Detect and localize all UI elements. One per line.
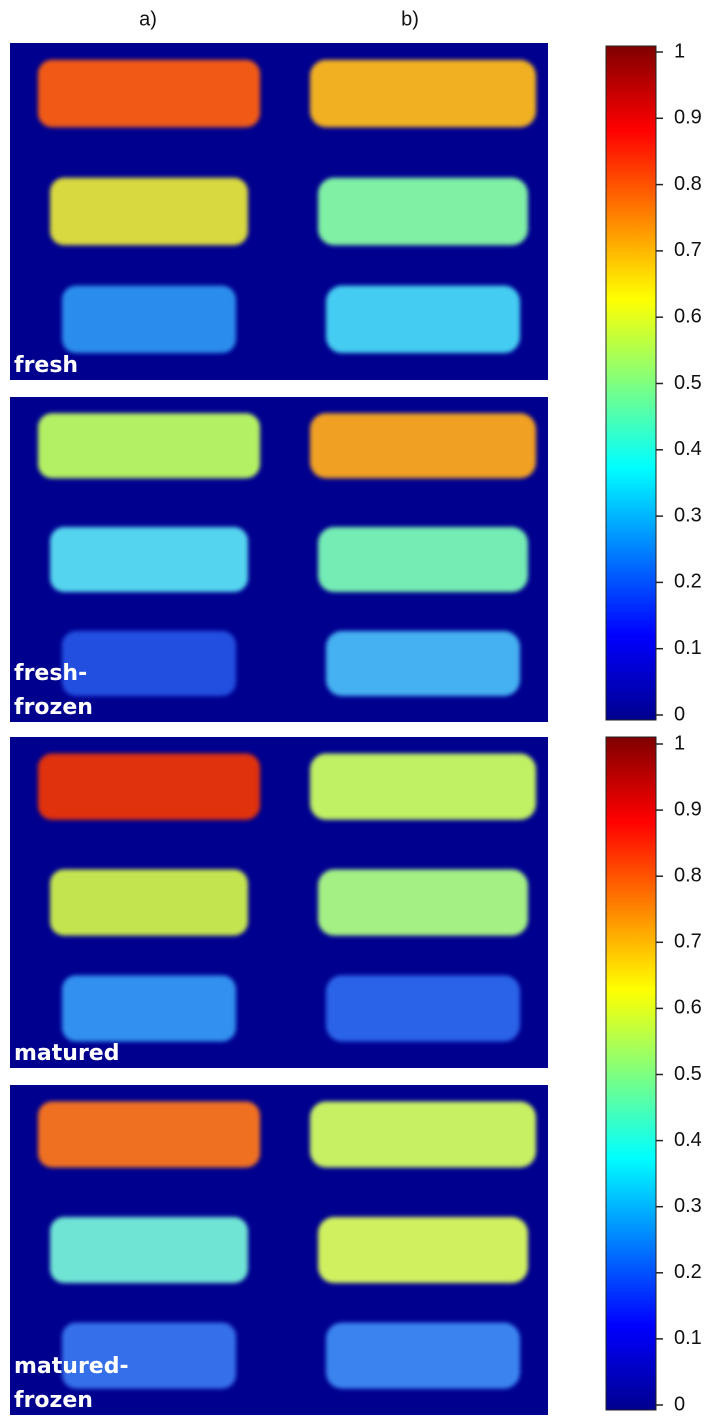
sample: [310, 60, 536, 127]
tick-label: 0.3: [674, 1195, 702, 1217]
tick-label: 0.8: [674, 864, 702, 886]
tick-label: 0.2: [674, 571, 702, 593]
sample: [50, 1217, 248, 1283]
figure: a) b) fresh fresh-frozen matured matured-fr…: [0, 0, 718, 1420]
sample: [310, 413, 536, 478]
sample: [38, 754, 260, 820]
tick-label: 0.2: [674, 1261, 702, 1283]
sample: [310, 754, 536, 820]
sample: [38, 60, 260, 127]
tick-label: 0: [674, 1393, 685, 1415]
tick-label: 0.7: [674, 931, 702, 953]
tick-label: 0.9: [674, 107, 702, 129]
sample: [318, 178, 528, 245]
sample: [62, 631, 236, 696]
tick-label: 1: [674, 40, 685, 62]
sample: [318, 1217, 528, 1283]
sample: [62, 286, 236, 353]
panel-label: fresh: [14, 353, 78, 378]
panel-label: matured-: [14, 1354, 129, 1379]
sample: [326, 1323, 520, 1389]
colorbar: [606, 737, 656, 1410]
sample: [50, 527, 248, 592]
tick-label: 0.8: [674, 173, 702, 195]
tick-label: 0.6: [674, 305, 702, 327]
panel-label: matured: [14, 1041, 119, 1066]
page: {"columns": ["a)", "b)"], "panels": [ {"…: [0, 0, 718, 1420]
tick-label: 0.5: [674, 372, 702, 394]
panel-label: fresh-: [14, 661, 87, 686]
panel-label: frozen: [14, 695, 93, 720]
sample: [38, 1102, 260, 1168]
tick-label: 0.1: [674, 637, 702, 659]
tick-label: 1: [674, 732, 685, 754]
sample: [62, 975, 236, 1041]
tick-label: 0.4: [674, 1129, 702, 1151]
sample: [318, 527, 528, 592]
sample: [326, 631, 520, 696]
sample: [50, 869, 248, 935]
sample: [326, 975, 520, 1041]
tick-label: 0.9: [674, 798, 702, 820]
sample: [38, 413, 260, 478]
column-label: b): [401, 8, 419, 30]
tick-label: 0.5: [674, 1063, 702, 1085]
tick-label: 0.1: [674, 1327, 702, 1349]
sample: [310, 1102, 536, 1168]
sample: [326, 286, 520, 353]
sample: [50, 178, 248, 245]
panel-label: frozen: [14, 1388, 93, 1413]
tick-label: 0.6: [674, 997, 702, 1019]
column-label: a): [139, 8, 157, 30]
tick-label: 0.7: [674, 239, 702, 261]
colorbar: [606, 46, 656, 720]
tick-label: 0: [674, 703, 685, 725]
sample: [318, 869, 528, 935]
tick-label: 0.3: [674, 504, 702, 526]
tick-label: 0.4: [674, 438, 702, 460]
